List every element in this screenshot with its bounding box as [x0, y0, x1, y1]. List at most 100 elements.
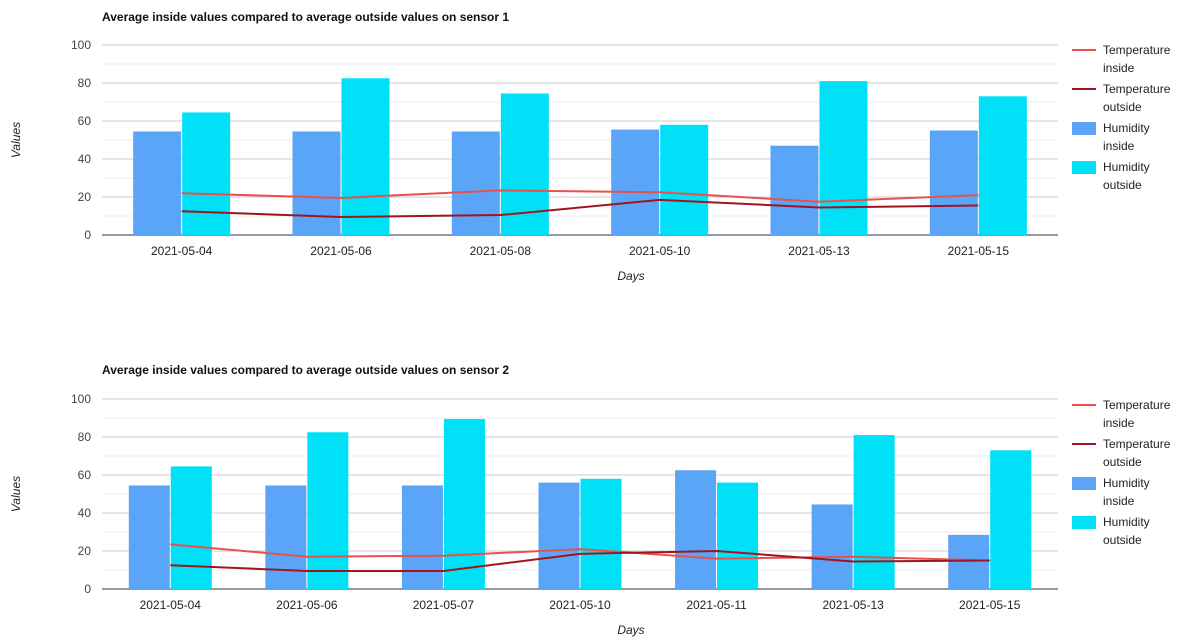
x-tick-label: 2021-05-15	[959, 598, 1021, 612]
legend-item: Humidity inside	[1072, 121, 1150, 153]
legend-swatch-box	[1072, 516, 1096, 529]
legend-label-line: Humidity	[1103, 515, 1150, 529]
x-tick-label: 2021-05-15	[948, 244, 1010, 258]
legend-label-line: inside	[1103, 61, 1135, 75]
legend-item: Temperature inside	[1072, 43, 1171, 75]
legend-label-line: inside	[1103, 494, 1135, 508]
y-tick-label: 100	[71, 392, 91, 406]
bar-humidity-inside	[451, 131, 500, 235]
line-temperature-outside	[170, 549, 990, 572]
x-tick-label: 2021-05-06	[310, 244, 372, 258]
bar-humidity-inside	[948, 534, 990, 589]
legend-label: Temperature outside	[1103, 437, 1171, 469]
line-temperature-outside	[181, 198, 979, 218]
bar-humidity-inside	[401, 485, 443, 589]
x-tick-label: 2021-05-10	[629, 244, 691, 258]
x-tick-label: 2021-05-07	[413, 598, 475, 612]
legend-item: Humidity inside	[1072, 476, 1150, 508]
bar-humidity-outside	[978, 96, 1027, 235]
sensor-2-chart: Average inside values compared to averag…	[0, 355, 1184, 639]
x-axis-label: Days	[617, 269, 644, 283]
bar-humidity-inside	[675, 470, 717, 589]
legend-label-line: Temperature	[1103, 398, 1171, 412]
bar-humidity-outside	[853, 435, 895, 589]
legend-label-line: Temperature	[1103, 437, 1171, 451]
x-tick-label: 2021-05-13	[822, 598, 884, 612]
legend-label-line: outside	[1103, 533, 1142, 547]
y-axis-label: Values	[9, 122, 23, 158]
bar-humidity-inside	[929, 130, 978, 235]
legend-label: Temperature inside	[1103, 398, 1171, 430]
bar-humidity-outside	[660, 124, 709, 235]
legend-label-line: outside	[1103, 100, 1142, 114]
line-temperature-inside	[181, 189, 979, 203]
legend-label-line: Temperature	[1103, 43, 1171, 57]
legend-swatch-box	[1072, 122, 1096, 135]
x-axis-label: Days	[617, 623, 644, 637]
y-tick-label: 0	[84, 228, 91, 242]
bar-humidity-outside	[580, 478, 622, 589]
legend-label: Humidity outside	[1103, 515, 1150, 547]
legend-label-line: inside	[1103, 139, 1135, 153]
y-tick-label: 60	[78, 468, 92, 482]
y-tick-label: 20	[78, 190, 92, 204]
legend-label: Temperature outside	[1103, 82, 1171, 114]
bar-humidity-outside	[341, 78, 390, 235]
x-tick-label: 2021-05-10	[549, 598, 611, 612]
bar-humidity-outside	[717, 482, 759, 589]
y-tick-label: 20	[78, 544, 92, 558]
legend-label-line: outside	[1103, 178, 1142, 192]
bar-humidity-outside	[443, 418, 485, 589]
legend-label: Humidity outside	[1103, 160, 1150, 192]
legend-label: Humidity inside	[1103, 121, 1150, 153]
bar-humidity-outside	[307, 432, 349, 589]
chart-svg: Average inside values compared to averag…	[9, 10, 1171, 283]
x-tick-label: 2021-05-04	[140, 598, 202, 612]
y-tick-label: 40	[78, 506, 92, 520]
y-tick-label: 80	[78, 76, 92, 90]
x-tick-label: 2021-05-08	[470, 244, 532, 258]
legend-label-line: inside	[1103, 416, 1135, 430]
bar-humidity-inside	[133, 131, 182, 235]
legend-swatch-box	[1072, 477, 1096, 490]
chart-svg: Average inside values compared to averag…	[9, 363, 1171, 637]
legend-item: Humidity outside	[1072, 515, 1150, 547]
bar-humidity-outside	[990, 450, 1032, 589]
bar-humidity-outside	[182, 112, 231, 235]
y-tick-label: 40	[78, 152, 92, 166]
bar-humidity-inside	[265, 485, 307, 589]
x-tick-label: 2021-05-11	[686, 598, 747, 612]
y-tick-label: 80	[78, 430, 92, 444]
bar-humidity-inside	[538, 482, 580, 589]
bar-humidity-inside	[128, 485, 170, 589]
bar-humidity-inside	[292, 131, 341, 235]
legend-item: Humidity outside	[1072, 160, 1150, 192]
line-temperature-inside	[170, 543, 990, 562]
legend-label-line: Humidity	[1103, 121, 1150, 135]
bar-humidity-outside	[170, 466, 212, 589]
x-tick-label: 2021-05-06	[276, 598, 338, 612]
legend-label-line: Temperature	[1103, 82, 1171, 96]
bar-humidity-inside	[770, 145, 819, 235]
sensor-1-chart: Average inside values compared to averag…	[0, 0, 1184, 300]
legend-label-line: Humidity	[1103, 160, 1150, 174]
legend-item: Temperature outside	[1072, 437, 1171, 469]
y-tick-label: 0	[84, 582, 91, 596]
x-tick-label: 2021-05-13	[788, 244, 850, 258]
bar-humidity-outside	[819, 81, 868, 235]
legend-swatch-box	[1072, 161, 1096, 174]
legend-label: Temperature inside	[1103, 43, 1171, 75]
legend-label-line: Humidity	[1103, 476, 1150, 490]
legend-label-line: outside	[1103, 455, 1142, 469]
bar-humidity-inside	[811, 504, 853, 589]
legend-item: Temperature outside	[1072, 82, 1171, 114]
y-tick-label: 60	[78, 114, 92, 128]
chart-title: Average inside values compared to averag…	[102, 363, 509, 377]
y-tick-label: 100	[71, 38, 91, 52]
legend-label: Humidity inside	[1103, 476, 1150, 508]
x-tick-label: 2021-05-04	[151, 244, 213, 258]
bar-humidity-inside	[611, 129, 660, 235]
y-axis-label: Values	[9, 476, 23, 512]
chart-title: Average inside values compared to averag…	[102, 10, 509, 24]
legend-item: Temperature inside	[1072, 398, 1171, 430]
